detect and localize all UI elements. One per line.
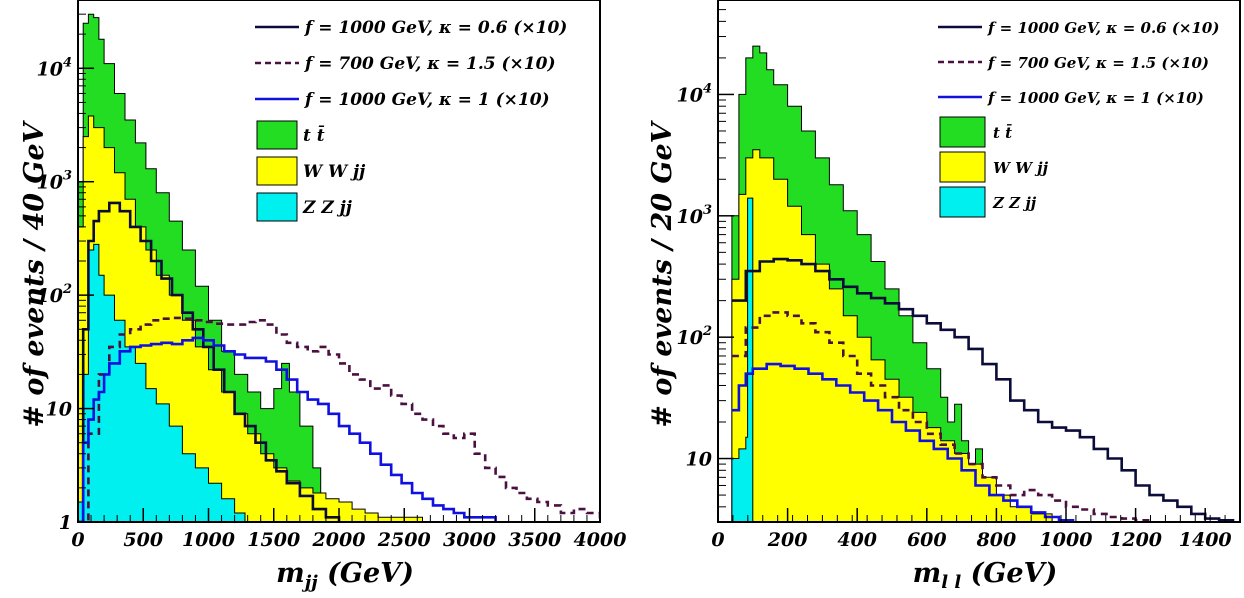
right-x-tick-label: 1000 xyxy=(1040,529,1093,551)
left-legend-swatch xyxy=(256,120,298,150)
left-y-tick-base: 10 xyxy=(46,399,72,421)
right-y-tick-base: 10 xyxy=(677,206,703,228)
left-y-tick-label: 102 xyxy=(37,282,73,307)
right-y-tick-base: 10 xyxy=(686,449,712,471)
right-y-tick-base: 10 xyxy=(677,84,703,106)
right-y-axis-title: # of events / 20 GeV xyxy=(647,119,678,427)
left-x-tick-label: 0 xyxy=(71,529,84,551)
left-x-axis-title-sub: jj xyxy=(302,572,319,593)
right-y-tick-exponent: 4 xyxy=(703,81,712,96)
left-series-4-line xyxy=(78,316,600,522)
left-legend-label: W W jj xyxy=(303,162,366,182)
right-x-axis-title-space xyxy=(961,558,970,589)
left-series-3-line xyxy=(78,201,341,522)
left-y-tick-label: 10 xyxy=(46,399,72,421)
left-x-tick-label: 1500 xyxy=(247,529,300,551)
left-x-axis-title-space xyxy=(318,558,327,589)
right-x-tick-label: 0 xyxy=(711,529,724,551)
right-legend-swatch xyxy=(939,116,986,148)
left-y-tick-exponent: 2 xyxy=(62,282,72,297)
left-y-tick-base: 10 xyxy=(37,58,63,80)
left-legend-swatch xyxy=(256,192,298,222)
left-y-tick-label: 103 xyxy=(37,169,73,194)
left-x-axis-title-unit: (GeV) xyxy=(327,558,414,589)
right-y-tick-exponent: 2 xyxy=(702,324,712,339)
right-plot-frame xyxy=(717,0,1241,523)
right-legend-label: Z Z jj xyxy=(992,194,1037,212)
right-legend-label: f = 1000 GeV, κ = 0.6 (×10) xyxy=(987,19,1219,37)
left-x-tick-label: 4000 xyxy=(574,529,627,551)
left-series-2-fill xyxy=(78,243,246,522)
left-x-tick-label: 2500 xyxy=(377,529,431,551)
right-x-tick-label: 800 xyxy=(976,529,1017,551)
right-y-tick-label: 104 xyxy=(677,81,713,106)
right-legend-swatch xyxy=(939,151,986,183)
left-legend-label: f = 1000 GeV, κ = 1 (×10) xyxy=(304,90,550,110)
left-y-axis-title: # of events / 40 GeV xyxy=(19,119,50,427)
right-series-3-line xyxy=(731,257,1235,522)
right-legend-label: t t̄ xyxy=(993,123,1013,142)
left-x-axis-title-main: m xyxy=(276,558,305,589)
left-x-tick-label: 500 xyxy=(123,529,163,551)
right-x-tick-label: 600 xyxy=(907,529,947,551)
right-x-tick-label: 1400 xyxy=(1179,529,1232,551)
left-x-tick-label: 3000 xyxy=(443,529,496,551)
right-y-tick-label: 102 xyxy=(677,324,713,349)
left-legend-label: t t̄ xyxy=(303,125,325,146)
left-plot-area xyxy=(78,13,600,522)
right-x-tick-label: 400 xyxy=(837,529,877,551)
left-y-tick-exponent: 4 xyxy=(63,55,72,70)
right-legend-swatch xyxy=(939,186,986,218)
right-x-tick-label: 200 xyxy=(767,529,808,551)
left-y-tick-label: 1 xyxy=(59,512,72,534)
right-x-tick-label: 1200 xyxy=(1109,529,1162,551)
left-y-tick-base: 10 xyxy=(37,285,63,307)
left-y-tick-exponent: 3 xyxy=(63,169,72,184)
left-x-axis-title: mjj (GeV) xyxy=(276,558,414,593)
right-plot-area xyxy=(731,45,1235,522)
right-x-axis-title-sub: l l xyxy=(941,572,961,593)
right-series-5-line xyxy=(731,362,1075,522)
left-legend-swatch xyxy=(256,156,298,186)
left-legend: f = 1000 GeV, κ = 0.6 (×10) f = 700 GeV, … xyxy=(255,18,567,222)
right-legend-label: f = 1000 GeV, κ = 1 (×10) xyxy=(987,89,1204,107)
right-x-axis-title: ml l (GeV) xyxy=(913,558,1058,593)
left-y-tick-label: 104 xyxy=(37,55,73,80)
right-series-4-line xyxy=(731,311,1151,522)
left-legend-label: f = 700 GeV, κ = 1.5 (×10) xyxy=(304,54,556,74)
left-panel: 0 500 1000 1500 2000 2500 3000 3500 400011010210… xyxy=(19,0,626,593)
left-x-tick-label: 3500 xyxy=(508,529,561,551)
left-legend-label: Z Z jj xyxy=(302,198,353,218)
right-legend-label: W W jj xyxy=(993,159,1049,177)
right-legend: f = 1000 GeV, κ = 0.6 (×10) f = 700 GeV, … xyxy=(938,19,1219,218)
right-y-tick-base: 10 xyxy=(677,327,703,349)
left-axis-ticks: 0 500 1000 1500 2000 2500 3000 3500 400011010210… xyxy=(37,0,627,551)
right-series-2-fill xyxy=(731,197,754,522)
left-series-5-line xyxy=(78,336,497,522)
left-x-tick-label: 2000 xyxy=(312,529,366,551)
right-legend-label: f = 700 GeV, κ = 1.5 (×10) xyxy=(987,54,1209,72)
left-y-tick-base: 1 xyxy=(59,512,72,534)
right-x-axis-title-unit: (GeV) xyxy=(971,558,1058,589)
right-y-tick-label: 103 xyxy=(677,203,713,228)
right-y-tick-label: 10 xyxy=(686,449,712,471)
right-y-tick-exponent: 3 xyxy=(703,203,712,218)
right-x-axis-title-main: m xyxy=(913,558,942,589)
left-x-tick-label: 1000 xyxy=(182,529,235,551)
left-y-tick-base: 10 xyxy=(37,172,63,194)
left-legend-label: f = 1000 GeV, κ = 0.6 (×10) xyxy=(304,18,567,38)
